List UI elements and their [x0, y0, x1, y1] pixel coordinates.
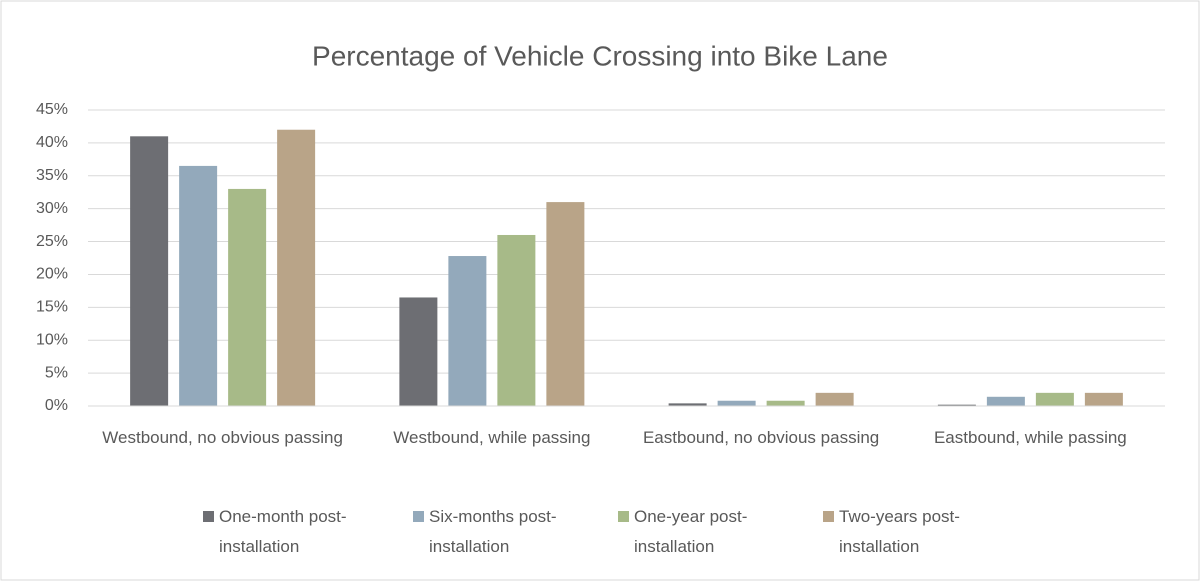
- legend-label: One-year post-installation: [634, 507, 748, 556]
- legend-item: One-year post-installation: [618, 502, 809, 562]
- y-tick-label: 15%: [36, 299, 68, 316]
- bar: [766, 400, 805, 406]
- y-tick-label: 30%: [36, 200, 68, 217]
- x-tick-label: Westbound, while passing: [393, 428, 591, 447]
- bar: [228, 188, 267, 406]
- x-tick-label: Eastbound, while passing: [933, 428, 1127, 447]
- x-tick-label: Westbound, no obvious passing: [102, 428, 343, 447]
- y-tick-label: 5%: [45, 364, 68, 381]
- bar: [448, 256, 487, 406]
- legend-item: One-month post-installation: [203, 502, 394, 562]
- legend-label: One-month post-installation: [219, 507, 347, 556]
- bar: [277, 129, 316, 406]
- bar: [1035, 392, 1074, 406]
- legend-swatch: [203, 511, 214, 522]
- bar: [1084, 392, 1123, 406]
- bar: [937, 404, 976, 406]
- y-tick-label: 35%: [36, 167, 68, 184]
- y-tick-label: 40%: [36, 134, 68, 151]
- y-tick-label: 20%: [36, 266, 68, 283]
- y-tick-label: 45%: [36, 101, 68, 118]
- legend-label: Two-years post-installation: [839, 507, 960, 556]
- chart-title: Percentage of Vehicle Crossing into Bike…: [312, 40, 888, 71]
- bar: [179, 165, 218, 406]
- legend-item: Two-years post-installation: [823, 502, 1014, 562]
- y-tick-label: 0%: [45, 397, 68, 414]
- bar: [130, 136, 169, 407]
- legend-swatch: [823, 511, 834, 522]
- bar: [399, 297, 438, 406]
- legend-swatch: [618, 511, 629, 522]
- bar: [986, 396, 1025, 406]
- bar: [668, 403, 707, 406]
- legend-swatch: [413, 511, 424, 522]
- legend-item: Six-months post-installation: [413, 502, 604, 562]
- bar: [546, 202, 585, 406]
- bar: [717, 400, 756, 406]
- bar: [815, 392, 854, 406]
- bar: [497, 234, 536, 406]
- y-tick-label: 25%: [36, 233, 68, 250]
- y-tick-label: 10%: [36, 331, 68, 348]
- legend-label: Six-months post-installation: [429, 507, 557, 556]
- x-tick-label: Eastbound, no obvious passing: [642, 428, 880, 447]
